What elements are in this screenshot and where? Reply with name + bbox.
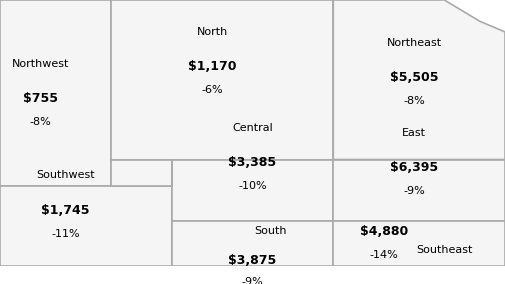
Text: Northwest: Northwest [12,59,69,69]
Text: -6%: -6% [201,85,223,95]
Text: -11%: -11% [52,229,80,239]
Polygon shape [111,0,333,160]
Text: -14%: -14% [370,250,398,260]
Text: $3,875: $3,875 [228,254,277,267]
Text: East: East [402,128,426,138]
Text: -8%: -8% [29,117,52,127]
Text: $5,505: $5,505 [390,71,438,83]
Text: Southwest: Southwest [36,170,95,180]
Text: $1,170: $1,170 [188,60,236,73]
Text: $6,395: $6,395 [390,161,438,174]
Polygon shape [0,186,172,266]
Polygon shape [172,221,333,266]
Text: $4,880: $4,880 [360,225,408,238]
Text: $755: $755 [23,92,58,105]
Text: -10%: -10% [238,181,267,191]
Text: North: North [196,27,228,37]
Polygon shape [111,160,333,221]
Text: -9%: -9% [241,277,264,284]
Polygon shape [333,0,505,160]
Text: Central: Central [232,123,273,133]
Text: Northeast: Northeast [386,37,442,47]
Text: -8%: -8% [403,96,425,106]
Polygon shape [333,160,505,221]
Text: Southeast: Southeast [416,245,473,255]
Text: South: South [254,226,286,236]
Text: -9%: -9% [403,186,425,197]
Text: $3,385: $3,385 [228,156,277,169]
Polygon shape [333,221,505,266]
Polygon shape [0,0,111,186]
Text: $1,745: $1,745 [41,204,90,216]
